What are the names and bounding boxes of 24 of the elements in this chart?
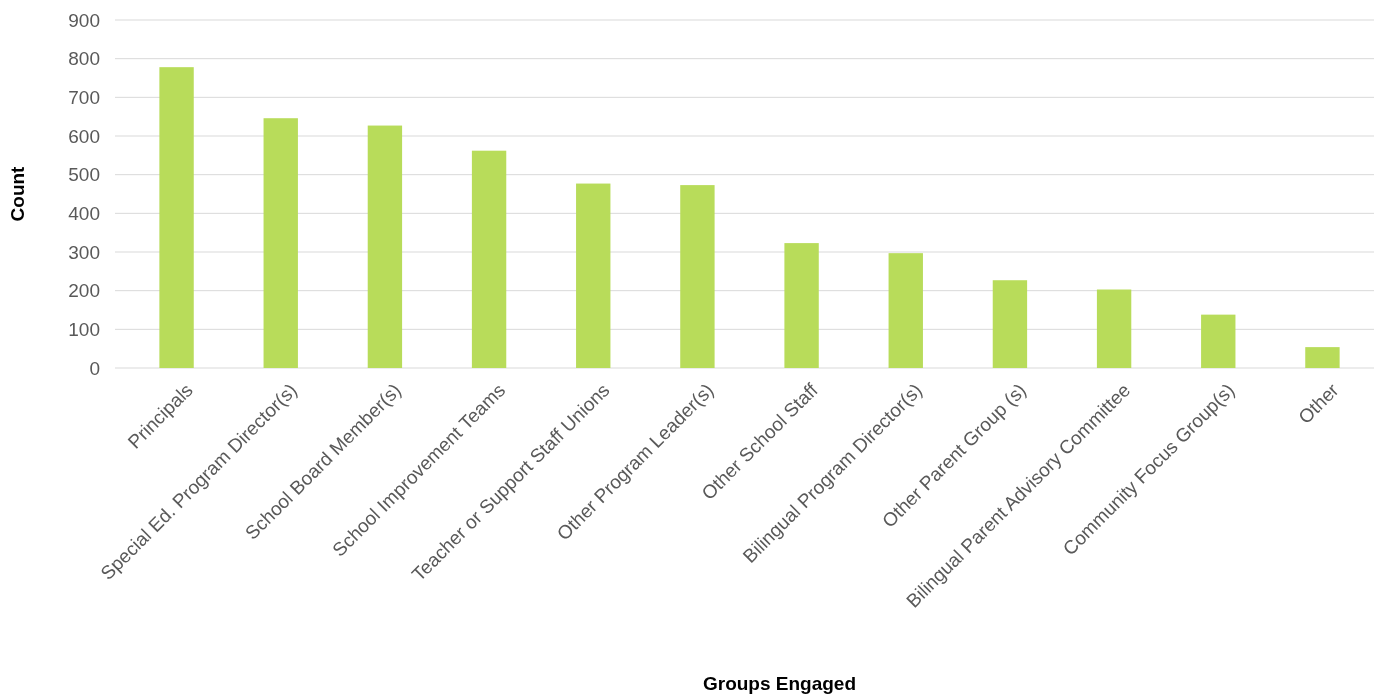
x-axis-title: Groups Engaged [702, 673, 857, 694]
y-tick-label: 600 [68, 125, 100, 147]
bar [888, 253, 923, 368]
bar [680, 185, 715, 368]
bar [367, 125, 403, 368]
bar [992, 280, 1028, 368]
bar [1305, 347, 1340, 368]
y-tick-label: 800 [68, 48, 100, 70]
bar [576, 183, 611, 368]
bar [471, 150, 507, 368]
bar [263, 118, 298, 368]
y-tick-label: 400 [68, 202, 100, 224]
y-tick-label: 100 [68, 318, 100, 340]
y-tick-label: 500 [68, 164, 100, 186]
bar [1201, 314, 1236, 368]
y-tick-label: 200 [68, 280, 100, 302]
bar [784, 243, 819, 368]
y-tick-label: 300 [68, 241, 100, 263]
y-tick-label: 900 [68, 9, 100, 31]
y-axis-title: Count [7, 165, 28, 222]
bar [1096, 289, 1132, 368]
y-tick-label: 0 [89, 357, 100, 379]
y-tick-label: 700 [68, 86, 100, 108]
bar [159, 67, 194, 368]
